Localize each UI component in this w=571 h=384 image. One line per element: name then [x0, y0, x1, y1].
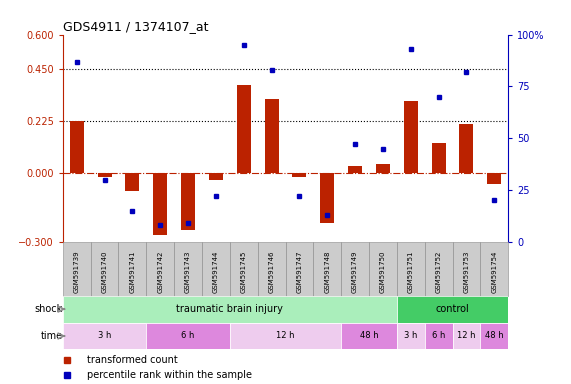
Bar — [397, 296, 508, 323]
Bar — [313, 242, 341, 296]
Text: GSM591752: GSM591752 — [436, 251, 441, 293]
Bar — [63, 296, 397, 323]
Bar — [63, 323, 146, 349]
Bar — [264, 99, 279, 173]
Bar — [432, 143, 445, 173]
Bar — [397, 323, 425, 349]
Text: 3 h: 3 h — [98, 331, 111, 341]
Text: GSM591749: GSM591749 — [352, 250, 358, 293]
Bar — [63, 242, 91, 296]
Text: control: control — [436, 304, 469, 314]
Bar — [286, 242, 313, 296]
Text: 6 h: 6 h — [182, 331, 195, 341]
Bar — [404, 101, 418, 173]
Text: 12 h: 12 h — [276, 331, 295, 341]
Bar — [181, 173, 195, 230]
Bar — [341, 323, 397, 349]
Bar — [460, 124, 473, 173]
Bar — [292, 173, 307, 177]
Bar — [480, 242, 508, 296]
Bar — [202, 242, 230, 296]
Text: GSM591744: GSM591744 — [213, 251, 219, 293]
Text: GSM591743: GSM591743 — [185, 250, 191, 293]
Bar — [146, 242, 174, 296]
Bar — [376, 164, 390, 173]
Bar — [425, 323, 452, 349]
Text: time: time — [41, 331, 63, 341]
Bar — [126, 173, 139, 191]
Text: GSM591742: GSM591742 — [157, 251, 163, 293]
Bar — [453, 323, 480, 349]
Text: GSM591747: GSM591747 — [296, 250, 303, 293]
Bar — [70, 121, 84, 173]
Text: shock: shock — [35, 304, 63, 314]
Bar — [230, 323, 341, 349]
Bar — [98, 173, 111, 177]
Bar — [153, 173, 167, 235]
Bar — [480, 323, 508, 349]
Bar — [453, 242, 480, 296]
Bar — [397, 242, 425, 296]
Text: GSM591753: GSM591753 — [464, 250, 469, 293]
Text: 3 h: 3 h — [404, 331, 417, 341]
Text: 48 h: 48 h — [360, 331, 379, 341]
Bar — [258, 242, 286, 296]
Bar — [91, 242, 119, 296]
Text: GSM591751: GSM591751 — [408, 250, 414, 293]
Text: GSM591740: GSM591740 — [102, 250, 107, 293]
Bar — [425, 242, 452, 296]
Text: GSM591745: GSM591745 — [241, 251, 247, 293]
Bar — [209, 173, 223, 180]
Bar — [369, 242, 397, 296]
Text: GSM591739: GSM591739 — [74, 250, 80, 293]
Text: GSM591750: GSM591750 — [380, 250, 386, 293]
Bar — [320, 173, 334, 223]
Text: transformed count: transformed count — [87, 355, 178, 365]
Text: 6 h: 6 h — [432, 331, 445, 341]
Bar — [174, 242, 202, 296]
Text: 48 h: 48 h — [485, 331, 504, 341]
Bar — [237, 85, 251, 173]
Bar — [146, 323, 230, 349]
Text: GSM591746: GSM591746 — [268, 250, 275, 293]
Text: 12 h: 12 h — [457, 331, 476, 341]
Bar — [341, 242, 369, 296]
Text: GSM591748: GSM591748 — [324, 250, 330, 293]
Text: traumatic brain injury: traumatic brain injury — [176, 304, 283, 314]
Bar — [119, 242, 146, 296]
Text: percentile rank within the sample: percentile rank within the sample — [87, 370, 252, 381]
Text: GSM591741: GSM591741 — [130, 250, 135, 293]
Bar — [487, 173, 501, 184]
Bar — [348, 166, 362, 173]
Text: GSM591754: GSM591754 — [491, 251, 497, 293]
Text: GDS4911 / 1374107_at: GDS4911 / 1374107_at — [63, 20, 208, 33]
Bar — [230, 242, 258, 296]
